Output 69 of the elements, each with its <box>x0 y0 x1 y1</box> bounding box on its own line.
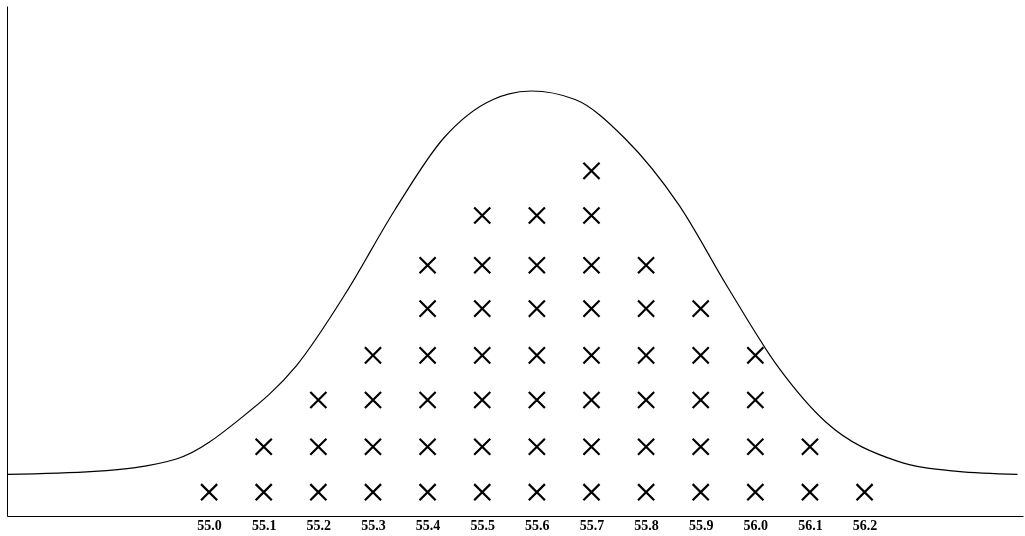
point <box>363 346 383 365</box>
point <box>363 437 383 456</box>
point <box>582 390 601 410</box>
point <box>800 437 820 456</box>
point <box>254 483 273 502</box>
point <box>746 346 765 365</box>
point <box>582 483 601 502</box>
point <box>582 346 601 365</box>
x-tick-label: 55.3 <box>361 517 386 533</box>
point <box>691 483 710 502</box>
point <box>582 161 601 181</box>
point <box>473 206 492 225</box>
point <box>199 483 219 502</box>
x-tick-label: 56.1 <box>798 517 823 533</box>
point <box>582 206 601 225</box>
point <box>309 483 328 502</box>
point <box>691 299 710 318</box>
point <box>746 390 765 410</box>
x-tick-label: 55.9 <box>688 517 714 533</box>
x-tick-label: 56.2 <box>852 517 878 533</box>
x-tick-label: 56.0 <box>743 517 769 533</box>
x-tick-label: 55.2 <box>306 517 332 533</box>
point <box>363 483 383 502</box>
point <box>418 390 437 410</box>
point <box>636 483 656 502</box>
point <box>527 437 547 456</box>
point <box>527 256 547 275</box>
x-tick-label: 55.1 <box>251 517 277 533</box>
point <box>691 437 710 456</box>
point <box>582 299 601 318</box>
point <box>527 299 547 318</box>
point <box>582 256 601 275</box>
point <box>636 437 656 456</box>
point <box>418 256 437 275</box>
x-tick-label: 55.0 <box>197 517 222 533</box>
point <box>691 390 710 410</box>
point <box>309 437 328 456</box>
point <box>473 299 492 318</box>
point <box>418 346 437 365</box>
point <box>582 437 601 456</box>
point <box>855 483 874 502</box>
point <box>527 206 547 225</box>
point <box>636 390 656 410</box>
point <box>473 437 492 456</box>
point <box>363 390 383 410</box>
point <box>418 437 437 456</box>
point <box>418 299 437 318</box>
point <box>691 346 710 365</box>
point <box>746 483 765 502</box>
point <box>309 390 328 410</box>
point <box>636 346 656 365</box>
x-tick-label: 55.5 <box>470 517 495 533</box>
point <box>636 256 656 275</box>
point <box>527 346 547 365</box>
point <box>473 483 492 502</box>
point <box>636 299 656 318</box>
point <box>473 346 492 365</box>
x-tick-label: 55.7 <box>579 517 605 533</box>
point <box>746 437 765 456</box>
point <box>254 437 273 456</box>
point <box>800 483 820 502</box>
point <box>418 483 437 502</box>
point <box>473 256 492 275</box>
x-tick-label: 55.4 <box>415 517 441 533</box>
x-tick-label: 55.6 <box>525 517 550 533</box>
point <box>527 483 547 502</box>
point <box>527 390 547 410</box>
x-tick-label: 55.8 <box>634 517 659 533</box>
point <box>473 390 492 410</box>
